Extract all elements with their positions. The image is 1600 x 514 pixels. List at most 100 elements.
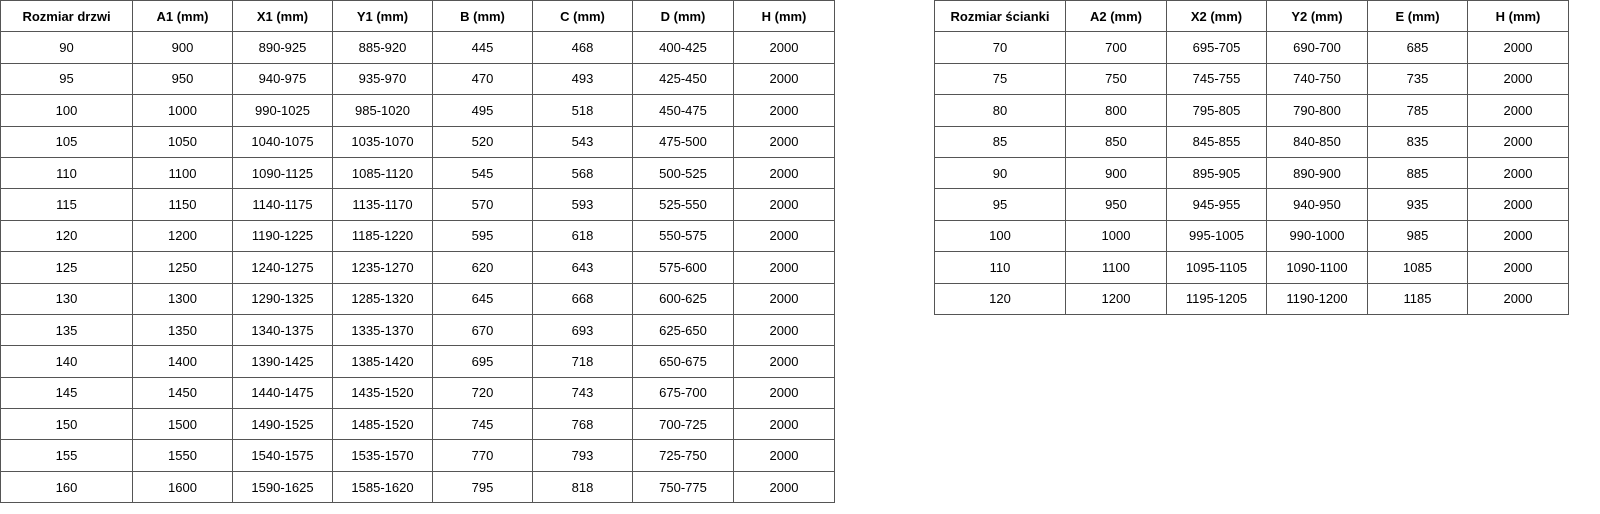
header-row: Rozmiar ścianki A2 (mm) X2 (mm) Y2 (mm) E (m…	[934, 0, 1569, 33]
table-cell: 745-755	[1166, 62, 1267, 96]
table-cell: 1185-1220	[332, 219, 433, 253]
column-header: A1 (mm)	[132, 0, 233, 33]
table-cell: 80	[934, 94, 1066, 127]
table-cell: 543	[532, 125, 633, 158]
table-cell: 1190-1200	[1266, 282, 1368, 315]
table-cell: 1050	[132, 125, 233, 158]
table-cell: 890-925	[232, 31, 333, 64]
table-cell: 718	[532, 345, 633, 378]
table-cell: 550-575	[632, 219, 734, 253]
table-cell: 643	[532, 251, 633, 284]
table-cell: 890-900	[1266, 156, 1368, 190]
table-cell: 2000	[733, 439, 835, 472]
table-row: 100 1000 995-1005 990-1000 985 2000	[934, 219, 1569, 253]
table-cell: 1435-1520	[332, 376, 433, 410]
table-cell: 1185	[1367, 282, 1468, 315]
table-cell: 790-800	[1266, 94, 1368, 127]
table-cell: 985	[1367, 219, 1468, 253]
table-cell: 1440-1475	[232, 376, 333, 410]
table-cell: 685	[1367, 31, 1468, 64]
table-cell: 835	[1367, 125, 1468, 158]
table-cell: 845-855	[1166, 125, 1267, 158]
table-cell: 145	[0, 376, 133, 410]
table-cell: 2000	[733, 251, 835, 284]
column-header: D (mm)	[632, 0, 734, 33]
table-cell: 100	[0, 94, 133, 127]
table-cell: 110	[934, 251, 1066, 284]
table-cell: 1100	[132, 156, 233, 190]
table-row: 85 850 845-855 840-850 835 2000	[934, 125, 1569, 158]
table-cell: 140	[0, 345, 133, 378]
table-cell: 675-700	[632, 376, 734, 410]
table-cell: 1400	[132, 345, 233, 378]
table-cell: 1140-1175	[232, 188, 333, 221]
table-cell: 2000	[1467, 188, 1569, 221]
table-row: 100 1000 990-1025 985-1020 495 518 450-475 2000	[0, 94, 835, 127]
table-cell: 625-650	[632, 313, 734, 347]
table-cell: 800	[1065, 94, 1167, 127]
table-cell: 95	[0, 62, 133, 96]
table-cell: 690-700	[1266, 31, 1368, 64]
table-cell: 593	[532, 188, 633, 221]
table-cell: 545	[432, 156, 533, 190]
table-cell: 400-425	[632, 31, 734, 64]
table-row: 105 1050 1040-1075 1035-1070 520 543 475-500 20…	[0, 125, 835, 158]
table-cell: 1200	[132, 219, 233, 253]
table-cell: 818	[532, 470, 633, 504]
table-cell: 85	[934, 125, 1066, 158]
table-row: 95 950 940-975 935-970 470 493 425-450 2000	[0, 62, 835, 96]
table-cell: 70	[934, 31, 1066, 64]
table-row: 75 750 745-755 740-750 735 2000	[934, 62, 1569, 96]
table-cell: 645	[432, 282, 533, 315]
table-cell: 595	[432, 219, 533, 253]
table-cell: 740-750	[1266, 62, 1368, 96]
table-row: 130 1300 1290-1325 1285-1320 645 668 600-625 20…	[0, 282, 835, 315]
column-header: X2 (mm)	[1166, 0, 1267, 33]
table-cell: 2000	[1467, 125, 1569, 158]
table-cell: 100	[934, 219, 1066, 253]
table-cell: 115	[0, 188, 133, 221]
table-cell: 470	[432, 62, 533, 96]
header-row: Rozmiar drzwi A1 (mm) X1 (mm) Y1 (mm) B (mm)…	[0, 0, 835, 33]
table-cell: 940-975	[232, 62, 333, 96]
table-cell: 150	[0, 408, 133, 441]
table-cell: 950	[1065, 188, 1167, 221]
table-row: 125 1250 1240-1275 1235-1270 620 643 575-600 20…	[0, 251, 835, 284]
table-cell: 1600	[132, 470, 233, 504]
table-cell: 768	[532, 408, 633, 441]
wall-sizes-table: Rozmiar ścianki A2 (mm) X2 (mm) Y2 (mm) E (m…	[934, 0, 1569, 315]
table-cell: 700	[1065, 31, 1167, 64]
table-cell: 1350	[132, 313, 233, 347]
table-cell: 1590-1625	[232, 470, 333, 504]
table-cell: 900	[132, 31, 233, 64]
column-header: Y2 (mm)	[1266, 0, 1368, 33]
table-cell: 950	[132, 62, 233, 96]
table-cell: 1000	[132, 94, 233, 127]
table-cell: 2000	[733, 313, 835, 347]
table-cell: 700-725	[632, 408, 734, 441]
table-cell: 2000	[1467, 156, 1569, 190]
table-cell: 2000	[733, 219, 835, 253]
table-cell: 160	[0, 470, 133, 504]
table-cell: 2000	[1467, 62, 1569, 96]
column-header: E (mm)	[1367, 0, 1468, 33]
column-header: B (mm)	[432, 0, 533, 33]
table-cell: 668	[532, 282, 633, 315]
table-row: 140 1400 1390-1425 1385-1420 695 718 650-675 20…	[0, 345, 835, 378]
table-cell: 520	[432, 125, 533, 158]
table-cell: 2000	[733, 156, 835, 190]
table-cell: 130	[0, 282, 133, 315]
table-cell: 1200	[1065, 282, 1167, 315]
table-cell: 125	[0, 251, 133, 284]
table-cell: 670	[432, 313, 533, 347]
table-cell: 720	[432, 376, 533, 410]
table-cell: 575-600	[632, 251, 734, 284]
table-cell: 2000	[733, 125, 835, 158]
table-cell: 725-750	[632, 439, 734, 472]
table-row: 110 1100 1090-1125 1085-1120 545 568 500-525 20…	[0, 156, 835, 190]
table-cell: 935-970	[332, 62, 433, 96]
table-cell: 985-1020	[332, 94, 433, 127]
table-cell: 1285-1320	[332, 282, 433, 315]
column-header: Rozmiar drzwi	[0, 0, 133, 33]
table-cell: 1035-1070	[332, 125, 433, 158]
